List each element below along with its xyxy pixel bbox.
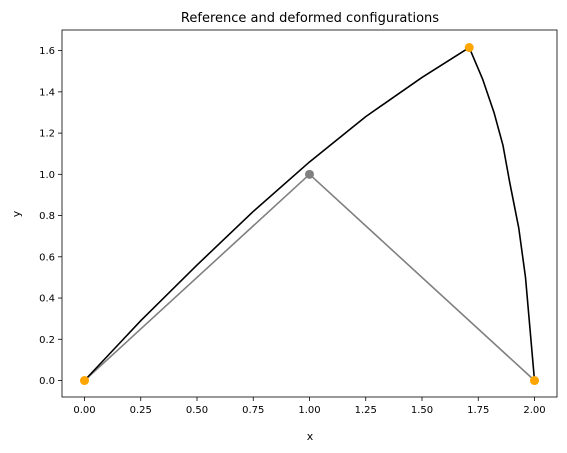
y-tick-label: 1.4 bbox=[39, 87, 55, 98]
series-1-marker-1 bbox=[464, 43, 474, 53]
x-tick-label: 0.75 bbox=[242, 405, 264, 416]
x-tick-label: 1.50 bbox=[411, 405, 433, 416]
series-1-marker-2 bbox=[530, 376, 539, 386]
x-tick-label: 0.00 bbox=[73, 405, 95, 416]
y-tick-label: 0.4 bbox=[39, 294, 55, 305]
series-0-marker-0 bbox=[305, 169, 314, 179]
y-axis-label: y bbox=[10, 210, 23, 217]
x-tick-label: 0.50 bbox=[186, 405, 208, 416]
y-tick-label: 0.8 bbox=[39, 211, 55, 222]
y-tick-label: 1.2 bbox=[39, 129, 55, 140]
plot-area: 0.00 0.25 0.50 0.75 1.00 1.25 1.50 1.75 2.00 0.0 0… bbox=[39, 29, 558, 416]
y-tick-label: 1.6 bbox=[39, 46, 55, 57]
x-tick-label: 1.00 bbox=[298, 405, 320, 416]
x-tick-label: 0.25 bbox=[130, 405, 152, 416]
x-tick-label: 1.75 bbox=[467, 405, 489, 416]
x-tick-label: 1.25 bbox=[355, 405, 377, 416]
series-1-line bbox=[83, 46, 536, 382]
series-1-marker-0 bbox=[80, 376, 89, 386]
y-tick-label: 0.2 bbox=[39, 335, 55, 346]
chart-title: Reference and deformed configurations bbox=[181, 11, 439, 26]
y-tick-label: 1.0 bbox=[39, 170, 55, 181]
y-tick-label: 0.6 bbox=[39, 252, 55, 263]
x-axis-label: x bbox=[307, 430, 314, 443]
x-tick-label: 2.00 bbox=[523, 405, 545, 416]
y-tick-label: 0.0 bbox=[39, 376, 55, 387]
